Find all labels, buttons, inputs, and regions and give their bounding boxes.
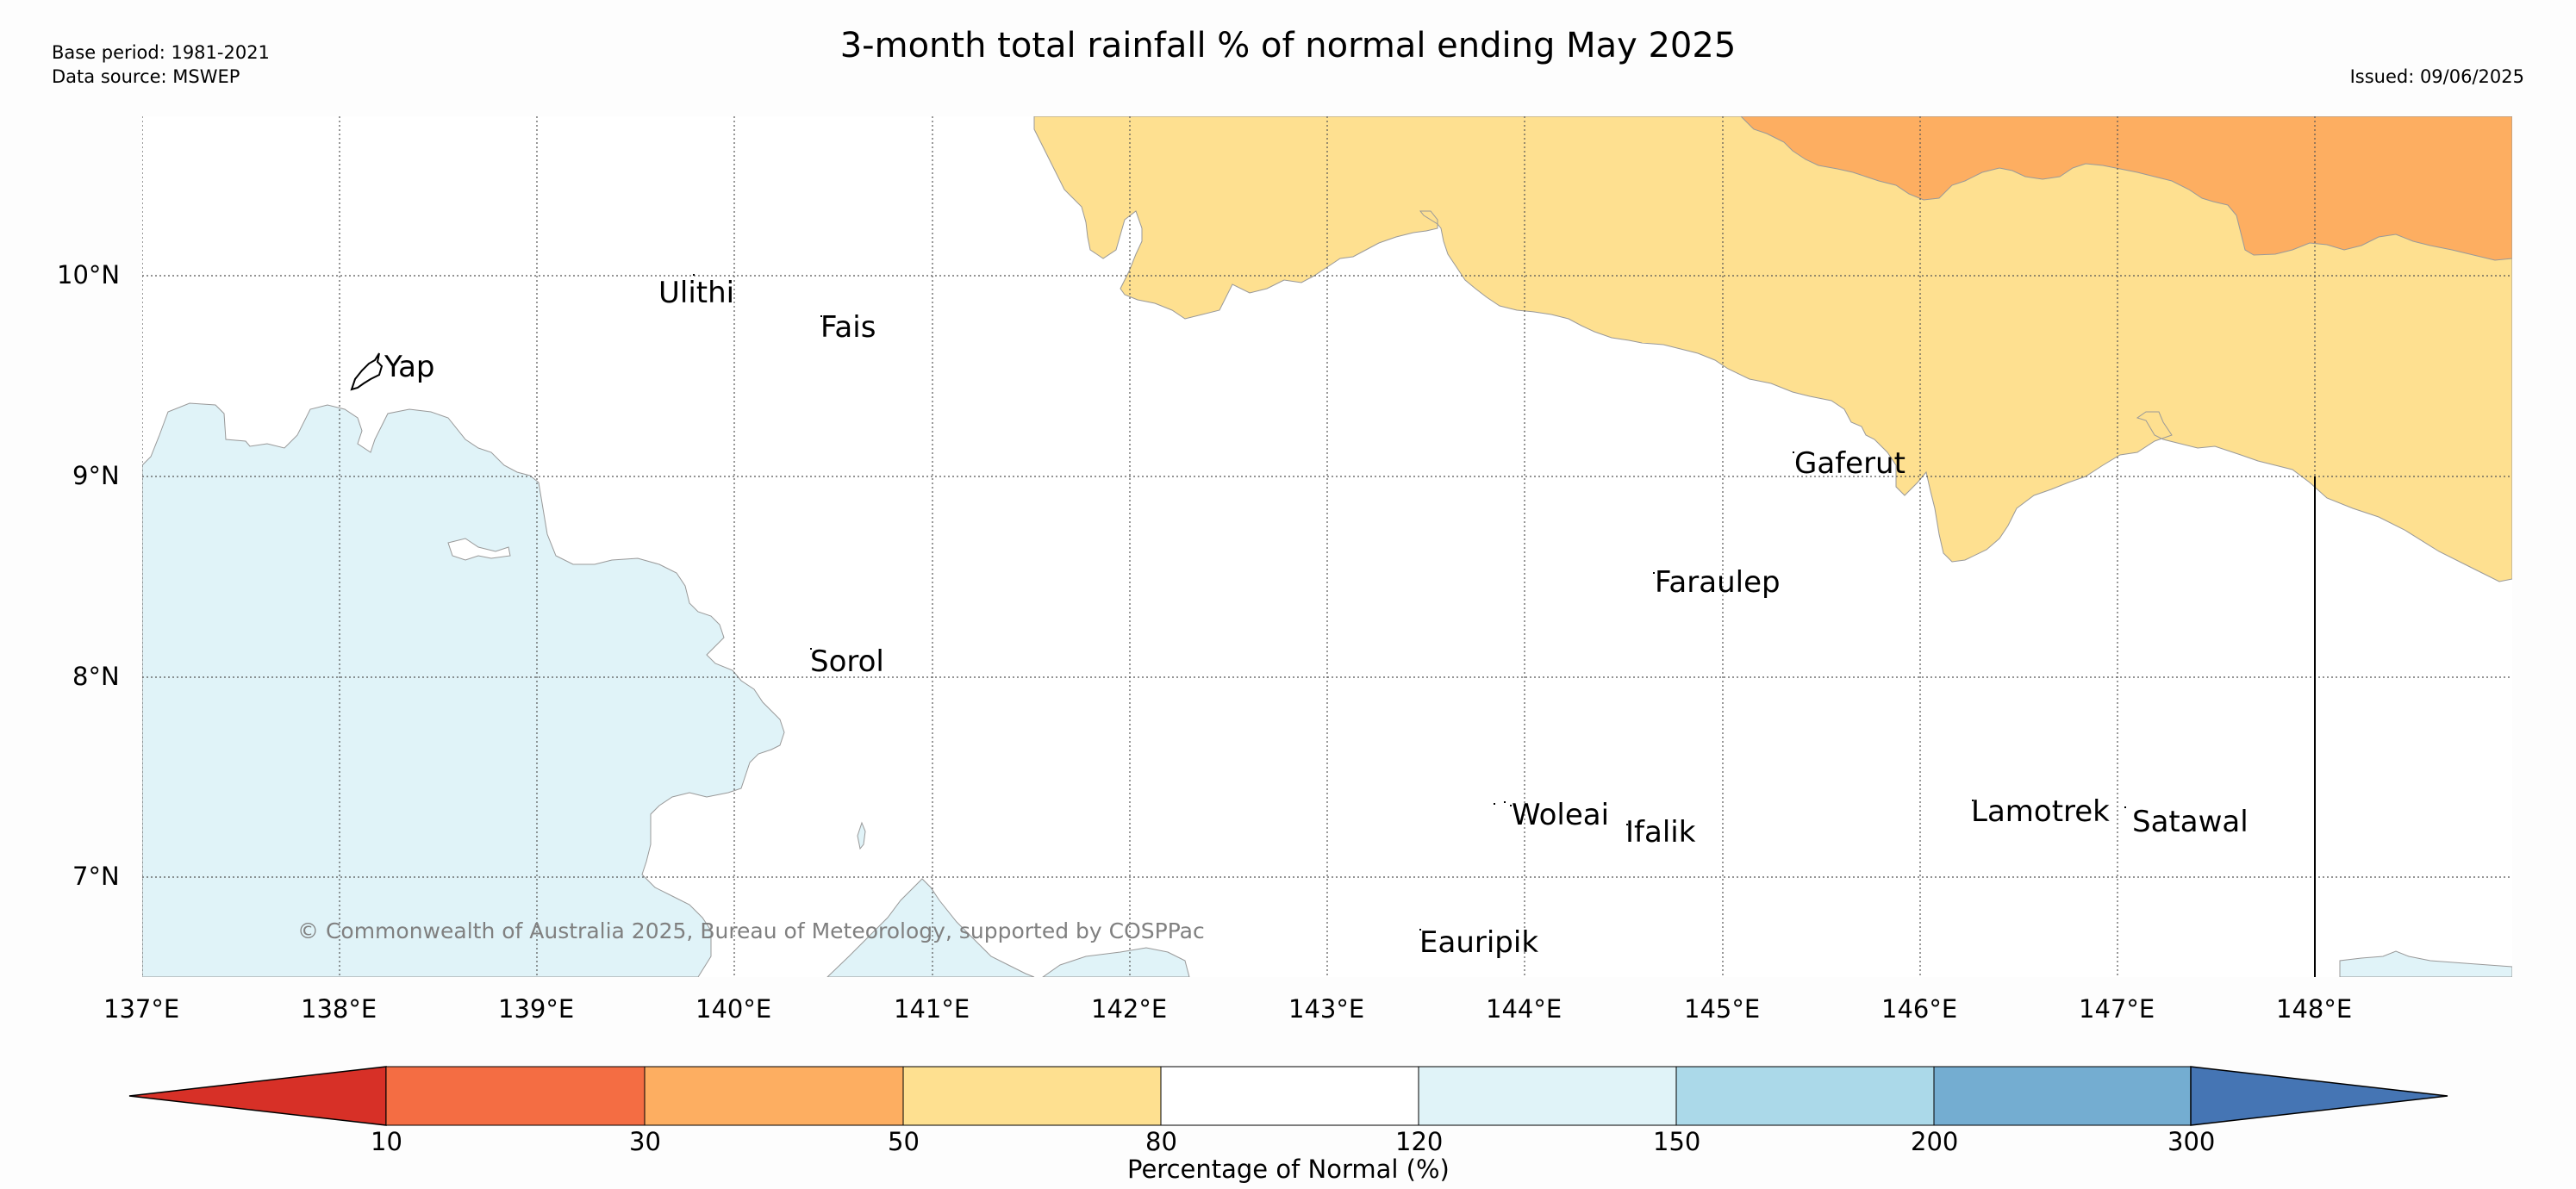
lon-label-138e: 138°E (301, 994, 377, 1024)
colorbar-segment-80-120 (1160, 1066, 1419, 1126)
colorbar-segment-30-50 (644, 1066, 904, 1126)
region-50-80 (1033, 116, 2512, 582)
lon-label-145e: 145°E (1684, 994, 1761, 1024)
island-yap (350, 352, 384, 391)
colorbar-segment-10-30 (385, 1066, 646, 1126)
place-label-satawal: Satawal (2132, 805, 2249, 839)
region-120-150-west (142, 402, 785, 977)
colorbar-label-120: 120 (1395, 1127, 1444, 1156)
place-label-woleai: Woleai (1512, 798, 1610, 832)
place-label-gaferut: Gaferut (1794, 446, 1905, 481)
base-period: Base period: 1981-2021 (52, 42, 270, 63)
region-120-150-south (826, 878, 1035, 977)
lon-label-146e: 146°E (1881, 994, 1958, 1024)
place-label-ulithi: Ulithi (658, 276, 735, 310)
lon-label-139e: 139°E (498, 994, 575, 1024)
lat-label-9n: 9°N (72, 461, 120, 490)
colorbar-label-50: 50 (888, 1127, 920, 1156)
lon-label-137e: 137°E (103, 994, 180, 1024)
lon-label-147e: 147°E (2079, 994, 2155, 1024)
region-120-150-east (2339, 950, 2512, 977)
colorbar-segment-120-150 (1418, 1066, 1677, 1126)
colorbar-segment-below-10 (128, 1066, 387, 1126)
lon-label-143e: 143°E (1288, 994, 1365, 1024)
colorbar-title: Percentage of Normal (%) (1127, 1155, 1450, 1184)
lat-label-7n: 7°N (72, 862, 120, 891)
region-120-150-islet (857, 821, 866, 850)
lon-label-140e: 140°E (695, 994, 772, 1024)
copyright-notice: © Commonwealth of Australia 2025, Bureau… (297, 918, 1205, 943)
lon-label-148e: 148°E (2276, 994, 2353, 1024)
colorbar-segment-50-80 (902, 1066, 1162, 1126)
issued-date: Issued: 09/06/2025 (2349, 66, 2524, 87)
region-120-150-south-2 (1042, 947, 1190, 977)
place-label-ifalik: Ifalik (1625, 815, 1696, 850)
island-markers (693, 274, 2126, 931)
colorbar-label-10: 10 (371, 1127, 402, 1156)
colorbar (128, 1066, 2448, 1126)
colorbar-segment-200-300 (1933, 1066, 2192, 1126)
place-label-sorol: Sorol (810, 644, 884, 679)
colorbar-segment-150-200 (1675, 1066, 1935, 1126)
lon-label-141e: 141°E (894, 994, 970, 1024)
lon-label-142e: 142°E (1091, 994, 1168, 1024)
data-source: Data source: MSWEP (52, 66, 240, 87)
place-label-fais: Fais (820, 310, 876, 345)
place-label-yap: Yap (384, 350, 435, 384)
colorbar-label-200: 200 (1911, 1127, 1959, 1156)
colorbar-label-30: 30 (629, 1127, 661, 1156)
place-label-eauripik: Eauripik (1419, 925, 1539, 960)
map-title: 3-month total rainfall % of normal endin… (839, 26, 1737, 65)
lat-label-10n: 10°N (57, 260, 121, 289)
region-30-50 (1740, 116, 2512, 261)
lon-label-144e: 144°E (1486, 994, 1562, 1024)
colorbar-label-300: 300 (2167, 1127, 2216, 1156)
place-label-faraulep: Faraulep (1655, 565, 1781, 600)
colorbar-label-150: 150 (1653, 1127, 1701, 1156)
lat-label-8n: 8°N (72, 662, 120, 691)
graticule (142, 116, 2512, 977)
place-label-lamotrek: Lamotrek (1971, 794, 2110, 829)
colorbar-segment-above-300 (2190, 1066, 2448, 1126)
region-120-150-west-hole (447, 538, 511, 561)
colorbar-label-80: 80 (1145, 1127, 1177, 1156)
